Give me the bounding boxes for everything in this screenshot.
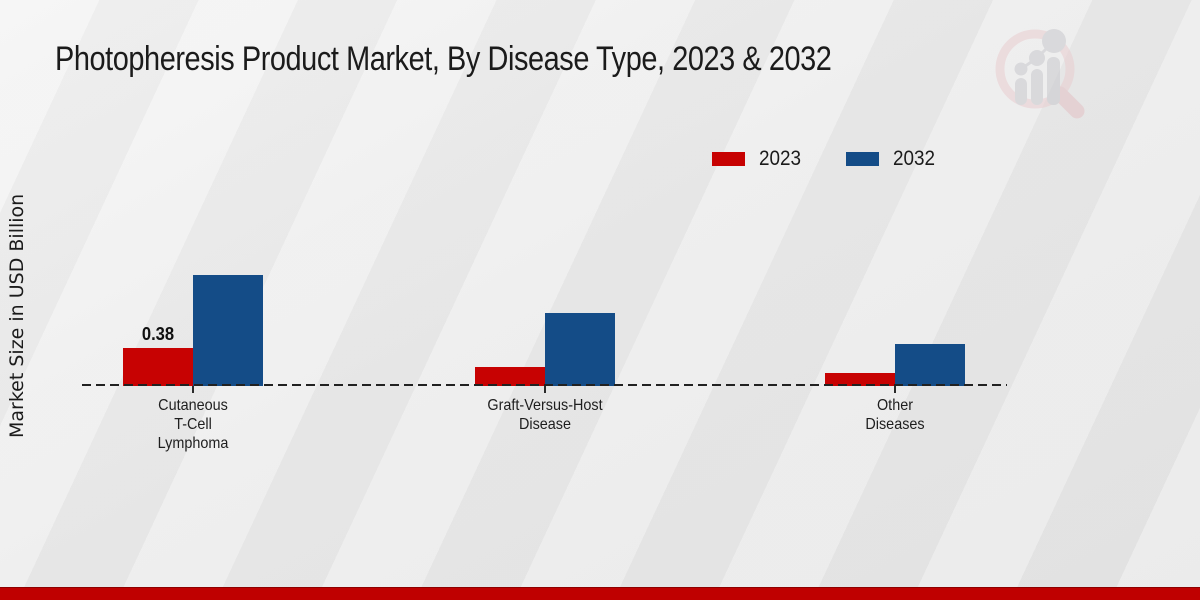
footer-accent-bar <box>0 587 1200 600</box>
bar-2023-group3 <box>825 373 895 386</box>
legend-label-2032: 2032 <box>892 147 935 170</box>
legend-item-2023: 2023 <box>712 147 806 171</box>
bar-2032-group2 <box>545 313 615 386</box>
x-axis-tick <box>894 386 896 393</box>
category-label: Cutaneous T-Cell Lymphoma <box>157 397 229 452</box>
bar-2032-group3 <box>895 344 965 386</box>
zero-axis-line <box>82 384 1007 386</box>
bar-value-label: 0.38 <box>141 324 175 344</box>
page-title: Photopheresis Product Market, By Disease… <box>55 40 832 78</box>
legend-swatch-2032 <box>845 152 879 166</box>
category-label: Other Diseases <box>865 397 925 433</box>
legend-item-2032: 2032 <box>845 147 940 171</box>
bar-2023-group1 <box>123 348 193 386</box>
legend: 2023 2032 <box>712 147 939 171</box>
bar-chart-magnifier-logo-icon <box>995 29 1085 119</box>
bar-2032-group1 <box>193 275 263 386</box>
category-label: Graft-Versus-Host Disease <box>487 397 603 433</box>
legend-label-2023: 2023 <box>759 147 802 170</box>
legend-swatch-2023 <box>712 152 745 166</box>
y-axis-label: Market Size in USD Billion <box>6 193 28 438</box>
x-axis-tick <box>192 386 194 393</box>
bar-2023-group2 <box>475 367 545 386</box>
x-axis-tick <box>544 386 546 393</box>
